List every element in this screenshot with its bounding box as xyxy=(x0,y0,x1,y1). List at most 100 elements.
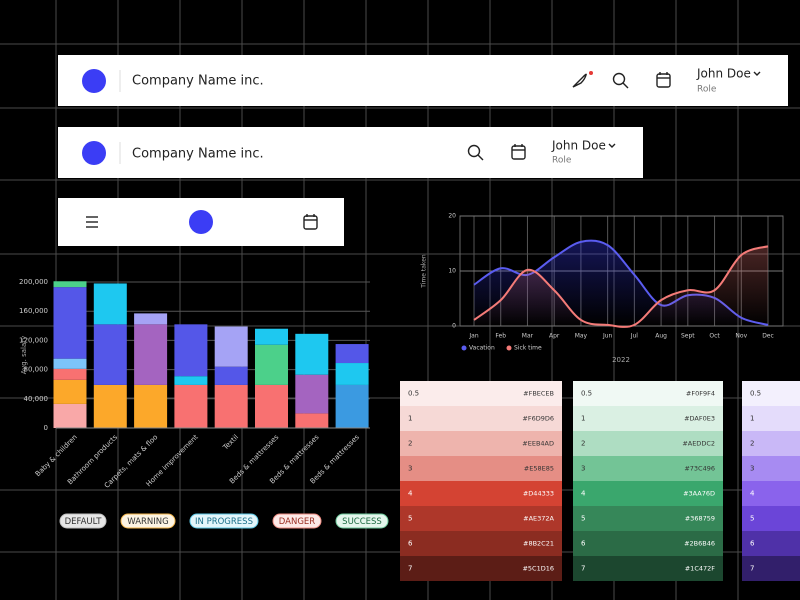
search-icon[interactable] xyxy=(467,144,484,161)
badge-label: IN PROGRESS xyxy=(195,517,253,527)
y-tick-label: 10 xyxy=(448,268,456,275)
swatch xyxy=(573,456,723,481)
bar-segment xyxy=(255,328,288,345)
swatch-step: 6 xyxy=(408,540,413,548)
x-tick-label: Sept xyxy=(681,333,695,340)
search-icon[interactable] xyxy=(612,72,629,89)
swatch-hex: #2B6B46 xyxy=(684,540,715,548)
swatch xyxy=(573,531,723,556)
swatch-hex: #3AA76D xyxy=(683,490,715,498)
bar-segment xyxy=(255,384,288,428)
bar-segment xyxy=(134,313,168,325)
bar-segment xyxy=(295,413,329,428)
swatch-hex: #73C496 xyxy=(684,465,715,473)
header-compact xyxy=(58,127,643,178)
user-name[interactable]: John Doe xyxy=(551,139,606,153)
chevron[interactable] xyxy=(753,71,761,76)
bar-segment xyxy=(93,283,127,325)
x-tick-label: Dec xyxy=(762,333,774,340)
swatch-hex: #F0F9F4 xyxy=(686,390,715,398)
swatch-step: 3 xyxy=(408,465,412,473)
swatch-step: 6 xyxy=(750,540,755,548)
swatch xyxy=(400,506,562,531)
swatch-step: 0.5 xyxy=(750,390,761,398)
swatch-hex: #EEB4AD xyxy=(522,440,554,448)
swatch-hex: #8B2C21 xyxy=(523,540,554,548)
bar-segment xyxy=(174,376,208,385)
x-tick-label: Jun xyxy=(602,333,613,340)
user-name[interactable]: John Doe xyxy=(696,67,751,81)
swatch-step: 6 xyxy=(581,540,586,548)
badge-label: WARNING xyxy=(127,517,168,527)
calendar-icon[interactable] xyxy=(511,144,526,160)
bar-segment xyxy=(53,368,87,380)
bar-segment xyxy=(335,384,369,428)
swatch-step: 3 xyxy=(581,465,585,473)
bar-segment xyxy=(53,379,87,404)
bar-segment xyxy=(255,344,288,385)
swatch-step: 5 xyxy=(408,515,412,523)
legend-label: Vacation xyxy=(469,345,495,352)
swatch-hex: #AEDDC2 xyxy=(682,440,715,448)
bar-segment xyxy=(53,287,87,359)
y-axis-label: Time taken xyxy=(421,254,428,289)
logo[interactable] xyxy=(82,69,106,93)
swatch xyxy=(573,381,723,406)
legend-label: Sick time xyxy=(514,345,542,352)
swatch-hex: #E58E85 xyxy=(524,465,554,473)
swatch xyxy=(573,556,723,581)
swatch-step: 4 xyxy=(408,490,413,498)
logo[interactable] xyxy=(82,141,106,165)
swatch-hex: #1C472F xyxy=(685,565,716,573)
swatch-step: 3 xyxy=(750,465,754,473)
bar-segment xyxy=(134,384,168,428)
swatch xyxy=(573,481,723,506)
bar-segment xyxy=(335,363,369,385)
logo[interactable] xyxy=(189,210,213,234)
swatch-step: 1 xyxy=(750,415,754,423)
calendar-icon[interactable] xyxy=(303,214,318,230)
calendar-icon[interactable] xyxy=(656,72,671,88)
y-tick-label: 200,000 xyxy=(19,278,48,286)
x-tick-label: Aug xyxy=(655,333,667,340)
y-tick-label: 80,000 xyxy=(24,366,49,374)
swatch xyxy=(742,506,800,531)
swatch-hex: #D44333 xyxy=(523,490,554,498)
swatch-hex: #DAF0E3 xyxy=(684,415,715,423)
swatch xyxy=(400,406,562,431)
swatch-hex: #AE372A xyxy=(523,515,554,523)
y-tick-label: 0 xyxy=(44,424,48,432)
swatch xyxy=(742,406,800,431)
swatch-step: 4 xyxy=(750,490,755,498)
badge xyxy=(272,513,322,529)
swatch-hex: #FBECEB xyxy=(523,390,554,398)
bar-segment xyxy=(53,403,87,428)
chevron[interactable] xyxy=(608,143,616,148)
swatch xyxy=(400,381,562,406)
swatch-step: 0.5 xyxy=(581,390,592,398)
swatch xyxy=(573,406,723,431)
menu-icon[interactable] xyxy=(86,216,98,228)
badge xyxy=(120,513,176,529)
bar-segment xyxy=(174,384,208,428)
swatch-step: 1 xyxy=(581,415,585,423)
x-tick-label: Mar xyxy=(522,333,534,340)
notification-dot xyxy=(589,71,593,75)
user-role: Role xyxy=(697,85,717,95)
x-tick-label: Feb xyxy=(495,333,506,340)
swatch-step: 4 xyxy=(581,490,586,498)
company-name: Company Name inc. xyxy=(132,74,264,89)
y-tick-label: 0 xyxy=(452,323,456,330)
y-tick-label: 40,000 xyxy=(24,395,49,403)
x-axis-label: 2022 xyxy=(612,356,630,364)
badge xyxy=(59,513,107,529)
badge-label: DEFAULT xyxy=(65,517,103,527)
bar-segment xyxy=(93,324,127,385)
line xyxy=(473,245,769,328)
rocket-icon[interactable] xyxy=(572,73,587,88)
swatch-step: 5 xyxy=(750,515,754,523)
swatch-hex: #F6D9D6 xyxy=(522,415,554,423)
swatch xyxy=(742,481,800,506)
bar-segment xyxy=(53,281,87,288)
